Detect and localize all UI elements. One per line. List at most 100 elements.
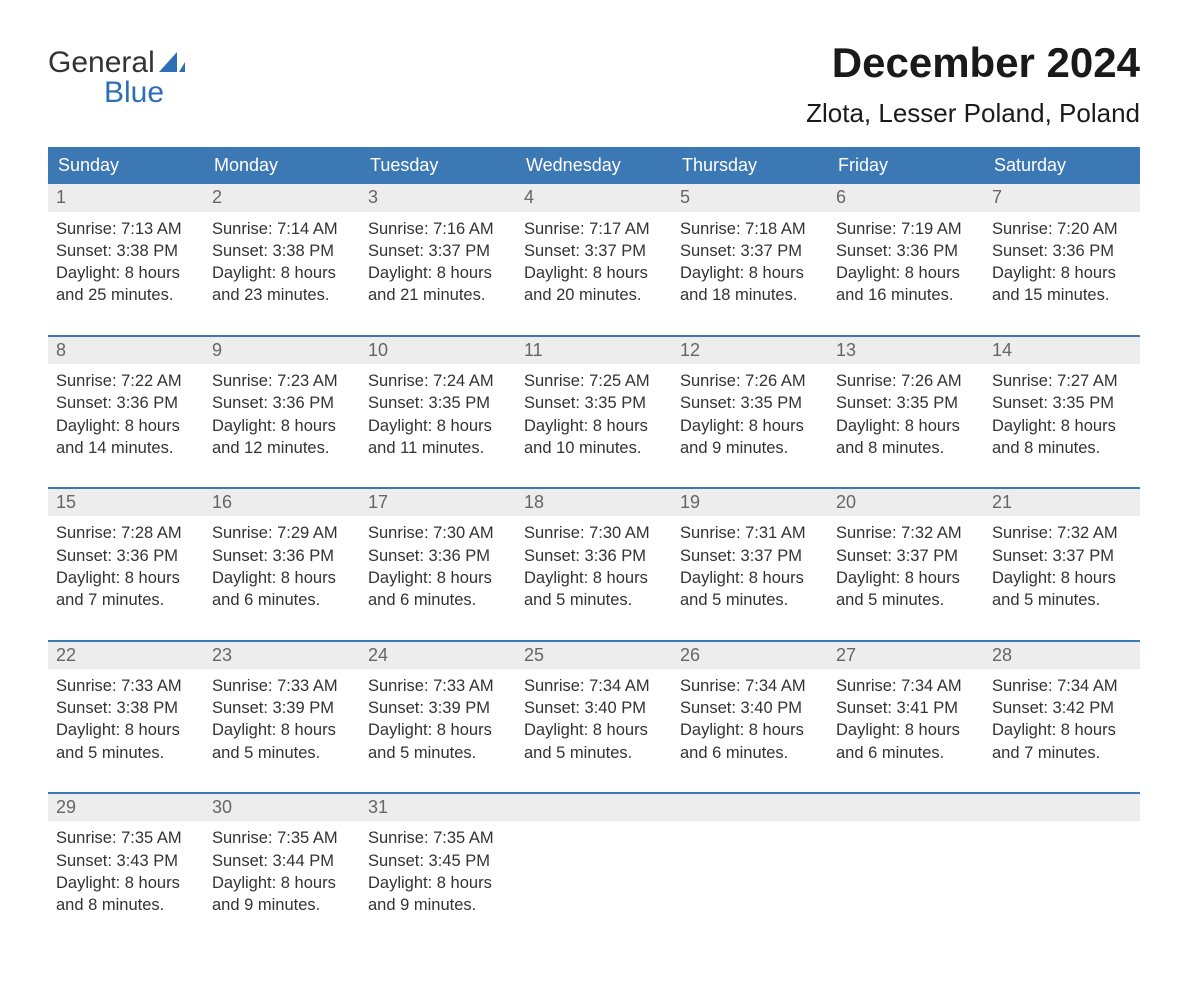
daylight-line: Daylight: 8 hours and 12 minutes. bbox=[212, 415, 352, 460]
sunrise-line: Sunrise: 7:34 AM bbox=[836, 675, 976, 697]
day-of-week-cell: Wednesday bbox=[516, 147, 672, 184]
day-cell: Sunrise: 7:13 AMSunset: 3:38 PMDaylight:… bbox=[48, 212, 204, 335]
day-number: 13 bbox=[828, 337, 984, 364]
day-of-week-cell: Sunday bbox=[48, 147, 204, 184]
day-of-week-cell: Monday bbox=[204, 147, 360, 184]
sunrise-line: Sunrise: 7:35 AM bbox=[212, 827, 352, 849]
sunrise-line: Sunrise: 7:32 AM bbox=[836, 522, 976, 544]
day-cell: Sunrise: 7:28 AMSunset: 3:36 PMDaylight:… bbox=[48, 516, 204, 639]
title-block: December 2024 Zlota, Lesser Poland, Pola… bbox=[806, 40, 1140, 129]
day-cell: Sunrise: 7:26 AMSunset: 3:35 PMDaylight:… bbox=[828, 364, 984, 487]
daylight-line: Daylight: 8 hours and 8 minutes. bbox=[56, 872, 196, 917]
day-cell: Sunrise: 7:19 AMSunset: 3:36 PMDaylight:… bbox=[828, 212, 984, 335]
day-cell: Sunrise: 7:34 AMSunset: 3:41 PMDaylight:… bbox=[828, 669, 984, 792]
sunset-line: Sunset: 3:37 PM bbox=[524, 240, 664, 262]
sunrise-line: Sunrise: 7:20 AM bbox=[992, 218, 1132, 240]
day-cell: Sunrise: 7:26 AMSunset: 3:35 PMDaylight:… bbox=[672, 364, 828, 487]
day-cell: Sunrise: 7:30 AMSunset: 3:36 PMDaylight:… bbox=[360, 516, 516, 639]
sunset-line: Sunset: 3:37 PM bbox=[680, 240, 820, 262]
daylight-line: Daylight: 8 hours and 7 minutes. bbox=[992, 719, 1132, 764]
daylight-line: Daylight: 8 hours and 7 minutes. bbox=[56, 567, 196, 612]
sunset-line: Sunset: 3:39 PM bbox=[212, 697, 352, 719]
calendar: SundayMondayTuesdayWednesdayThursdayFrid… bbox=[48, 147, 1140, 944]
sunset-line: Sunset: 3:35 PM bbox=[524, 392, 664, 414]
sunset-line: Sunset: 3:36 PM bbox=[56, 392, 196, 414]
day-cell: Sunrise: 7:35 AMSunset: 3:45 PMDaylight:… bbox=[360, 821, 516, 944]
sunset-line: Sunset: 3:38 PM bbox=[56, 697, 196, 719]
day-number bbox=[984, 794, 1140, 821]
day-number: 1 bbox=[48, 184, 204, 211]
daylight-line: Daylight: 8 hours and 5 minutes. bbox=[212, 719, 352, 764]
daylight-line: Daylight: 8 hours and 8 minutes. bbox=[992, 415, 1132, 460]
sunset-line: Sunset: 3:36 PM bbox=[212, 392, 352, 414]
sunrise-line: Sunrise: 7:28 AM bbox=[56, 522, 196, 544]
day-cell: Sunrise: 7:34 AMSunset: 3:40 PMDaylight:… bbox=[516, 669, 672, 792]
day-cell: Sunrise: 7:31 AMSunset: 3:37 PMDaylight:… bbox=[672, 516, 828, 639]
sunset-line: Sunset: 3:37 PM bbox=[680, 545, 820, 567]
week-row: 15161718192021Sunrise: 7:28 AMSunset: 3:… bbox=[48, 487, 1140, 639]
day-of-week-cell: Tuesday bbox=[360, 147, 516, 184]
daylight-line: Daylight: 8 hours and 5 minutes. bbox=[680, 567, 820, 612]
sunset-line: Sunset: 3:36 PM bbox=[368, 545, 508, 567]
sunrise-line: Sunrise: 7:13 AM bbox=[56, 218, 196, 240]
day-cell bbox=[516, 821, 672, 944]
day-number: 28 bbox=[984, 642, 1140, 669]
day-cell: Sunrise: 7:33 AMSunset: 3:39 PMDaylight:… bbox=[360, 669, 516, 792]
day-number: 19 bbox=[672, 489, 828, 516]
daylight-line: Daylight: 8 hours and 9 minutes. bbox=[368, 872, 508, 917]
logo-line1: General bbox=[48, 48, 185, 78]
sunrise-line: Sunrise: 7:34 AM bbox=[524, 675, 664, 697]
day-number: 18 bbox=[516, 489, 672, 516]
day-cell: Sunrise: 7:17 AMSunset: 3:37 PMDaylight:… bbox=[516, 212, 672, 335]
day-cell bbox=[828, 821, 984, 944]
location: Zlota, Lesser Poland, Poland bbox=[806, 98, 1140, 129]
day-number: 23 bbox=[204, 642, 360, 669]
day-cell: Sunrise: 7:24 AMSunset: 3:35 PMDaylight:… bbox=[360, 364, 516, 487]
day-cell: Sunrise: 7:29 AMSunset: 3:36 PMDaylight:… bbox=[204, 516, 360, 639]
sunrise-line: Sunrise: 7:23 AM bbox=[212, 370, 352, 392]
day-cell: Sunrise: 7:34 AMSunset: 3:40 PMDaylight:… bbox=[672, 669, 828, 792]
sunset-line: Sunset: 3:35 PM bbox=[992, 392, 1132, 414]
daylight-line: Daylight: 8 hours and 18 minutes. bbox=[680, 262, 820, 307]
header: General Blue December 2024 Zlota, Lesser… bbox=[48, 40, 1140, 129]
sunset-line: Sunset: 3:37 PM bbox=[368, 240, 508, 262]
day-cell: Sunrise: 7:33 AMSunset: 3:39 PMDaylight:… bbox=[204, 669, 360, 792]
sunrise-line: Sunrise: 7:34 AM bbox=[680, 675, 820, 697]
sunset-line: Sunset: 3:40 PM bbox=[680, 697, 820, 719]
day-number bbox=[828, 794, 984, 821]
day-number: 6 bbox=[828, 184, 984, 211]
day-of-week-cell: Saturday bbox=[984, 147, 1140, 184]
day-number: 16 bbox=[204, 489, 360, 516]
day-number bbox=[516, 794, 672, 821]
day-cell: Sunrise: 7:32 AMSunset: 3:37 PMDaylight:… bbox=[828, 516, 984, 639]
sunrise-line: Sunrise: 7:32 AM bbox=[992, 522, 1132, 544]
daylight-line: Daylight: 8 hours and 9 minutes. bbox=[212, 872, 352, 917]
daylight-line: Daylight: 8 hours and 5 minutes. bbox=[56, 719, 196, 764]
day-number: 8 bbox=[48, 337, 204, 364]
day-number bbox=[672, 794, 828, 821]
daylight-line: Daylight: 8 hours and 14 minutes. bbox=[56, 415, 196, 460]
day-number: 14 bbox=[984, 337, 1140, 364]
sunset-line: Sunset: 3:40 PM bbox=[524, 697, 664, 719]
daylight-line: Daylight: 8 hours and 23 minutes. bbox=[212, 262, 352, 307]
day-number: 3 bbox=[360, 184, 516, 211]
sunset-line: Sunset: 3:39 PM bbox=[368, 697, 508, 719]
daylight-line: Daylight: 8 hours and 9 minutes. bbox=[680, 415, 820, 460]
sunset-line: Sunset: 3:44 PM bbox=[212, 850, 352, 872]
sunset-line: Sunset: 3:38 PM bbox=[212, 240, 352, 262]
day-cell: Sunrise: 7:33 AMSunset: 3:38 PMDaylight:… bbox=[48, 669, 204, 792]
day-cell: Sunrise: 7:32 AMSunset: 3:37 PMDaylight:… bbox=[984, 516, 1140, 639]
daylight-line: Daylight: 8 hours and 25 minutes. bbox=[56, 262, 196, 307]
sunset-line: Sunset: 3:35 PM bbox=[836, 392, 976, 414]
sunrise-line: Sunrise: 7:19 AM bbox=[836, 218, 976, 240]
daylight-line: Daylight: 8 hours and 6 minutes. bbox=[212, 567, 352, 612]
daylight-line: Daylight: 8 hours and 5 minutes. bbox=[368, 719, 508, 764]
sunset-line: Sunset: 3:36 PM bbox=[56, 545, 196, 567]
sunrise-line: Sunrise: 7:33 AM bbox=[212, 675, 352, 697]
day-cell: Sunrise: 7:35 AMSunset: 3:43 PMDaylight:… bbox=[48, 821, 204, 944]
day-number: 7 bbox=[984, 184, 1140, 211]
day-cell: Sunrise: 7:27 AMSunset: 3:35 PMDaylight:… bbox=[984, 364, 1140, 487]
weeks-container: 1234567Sunrise: 7:13 AMSunset: 3:38 PMDa… bbox=[48, 184, 1140, 944]
sunrise-line: Sunrise: 7:24 AM bbox=[368, 370, 508, 392]
daylight-line: Daylight: 8 hours and 8 minutes. bbox=[836, 415, 976, 460]
